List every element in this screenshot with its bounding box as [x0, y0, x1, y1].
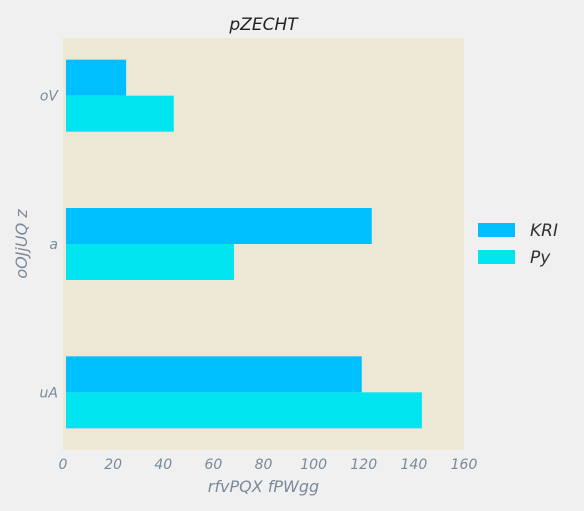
bar-Py-uA [66, 392, 422, 429]
y-tick-label: uA [40, 385, 58, 401]
x-tick-label: 120 [350, 457, 377, 473]
x-axis-label: rfvPQX fPWgg [208, 477, 319, 496]
bar-KRI-uA [66, 356, 362, 393]
x-tick-label: 20 [104, 457, 122, 473]
x-tick-label: 140 [401, 457, 428, 473]
legend: KRI Py [478, 221, 558, 268]
legend-label-KRI: KRI [530, 221, 558, 241]
x-tick-label: 0 [59, 457, 68, 473]
bar-Py-a [66, 244, 234, 280]
bar-Py-oV [66, 95, 174, 132]
bars-group [66, 59, 422, 429]
x-tick-label: 160 [451, 457, 478, 473]
legend-swatch-Py [478, 250, 515, 264]
y-axis-label: oOJjUQ z [12, 209, 31, 279]
x-tick-label: 60 [204, 457, 222, 473]
y-tick-label: a [49, 237, 58, 253]
legend-label-Py: Py [530, 248, 551, 268]
chart-title: pZECHT [228, 15, 299, 35]
bar-KRI-oV [66, 59, 127, 96]
bar-KRI-a [66, 208, 372, 244]
x-tick-label: 100 [300, 457, 327, 473]
y-tick-label: oV [40, 89, 60, 105]
x-tick-labels: 0 20 40 60 80 100 120 140 160 [59, 457, 478, 473]
legend-swatch-KRI [478, 223, 515, 237]
y-tick-labels: oV a uA [40, 89, 60, 402]
x-tick-label: 40 [154, 457, 172, 473]
x-tick-label: 80 [255, 457, 273, 473]
